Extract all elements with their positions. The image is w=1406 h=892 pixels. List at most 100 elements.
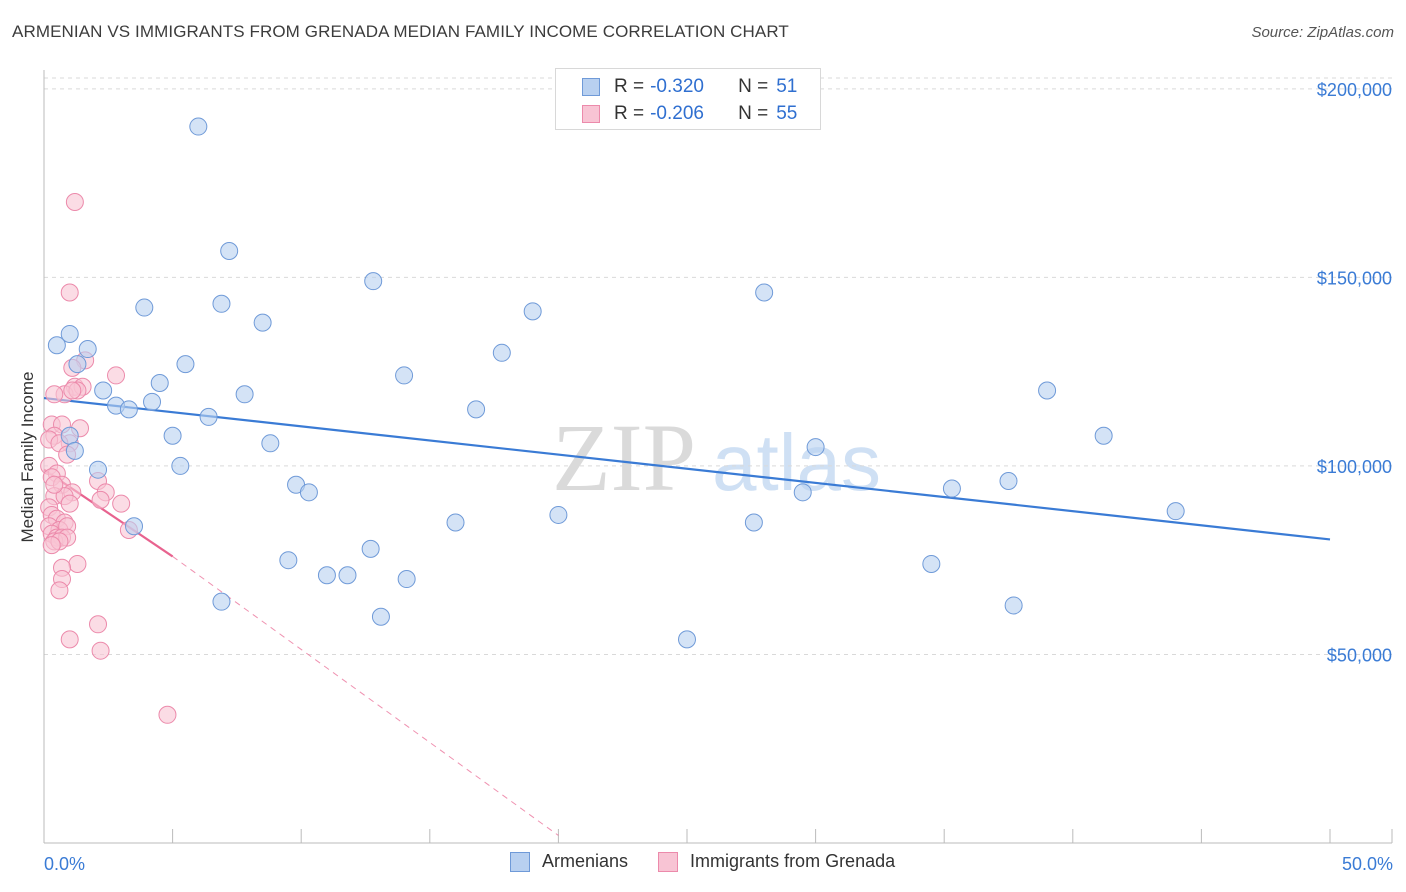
point-armenians: [446, 513, 465, 532]
x-tick-label-min: 0.0%: [44, 854, 85, 874]
legend-swatch-pink: [582, 105, 600, 123]
legend-n-label: N =: [738, 103, 769, 124]
point-armenians: [397, 570, 416, 589]
point-armenians: [793, 483, 812, 502]
point-armenians: [253, 313, 272, 332]
point-armenians: [65, 441, 84, 460]
point-grenada: [45, 475, 64, 494]
point-armenians: [523, 302, 542, 321]
point-grenada: [68, 554, 87, 573]
point-armenians: [467, 400, 486, 419]
point-grenada: [50, 581, 69, 600]
point-armenians: [395, 366, 414, 385]
point-grenada: [158, 705, 177, 724]
point-armenians: [806, 438, 825, 457]
point-armenians: [492, 343, 511, 362]
series-legend: Armenians Immigrants from Grenada: [510, 851, 925, 872]
point-grenada: [89, 615, 108, 634]
point-armenians: [1166, 502, 1185, 521]
point-armenians: [171, 456, 190, 475]
legend-n-value: 55: [776, 103, 798, 124]
legend-item-armenians: Armenians: [510, 851, 628, 872]
point-armenians: [1004, 596, 1023, 615]
trend-line-grenada: [172, 556, 559, 836]
point-grenada: [45, 385, 64, 404]
legend-r-value: -0.320: [650, 76, 704, 97]
point-grenada: [107, 366, 126, 385]
source-label: Source: ZipAtlas.com: [1251, 24, 1394, 41]
series-grenada: [40, 192, 177, 724]
point-armenians: [922, 554, 941, 573]
point-armenians: [299, 483, 318, 502]
point-armenians: [942, 479, 961, 498]
legend-row-armenians: R = -0.320 N = 51: [556, 74, 797, 100]
legend-n-value: 51: [776, 76, 798, 97]
y-tick-label: $150,000: [1317, 268, 1392, 288]
point-armenians: [47, 336, 66, 355]
grid: [44, 77, 1392, 655]
point-armenians: [119, 400, 138, 419]
point-armenians: [338, 566, 357, 585]
point-armenians: [68, 355, 87, 374]
legend-r-label: R =: [614, 103, 645, 124]
axes: [43, 70, 1393, 844]
point-armenians: [744, 513, 763, 532]
y-tick-label: $50,000: [1327, 645, 1392, 665]
point-armenians: [1094, 426, 1113, 445]
point-armenians: [235, 385, 254, 404]
legend-r-label: R =: [614, 76, 645, 97]
point-armenians: [678, 630, 696, 649]
point-armenians: [150, 373, 169, 392]
point-grenada: [60, 494, 79, 513]
point-armenians: [89, 460, 108, 479]
point-armenians: [261, 434, 280, 453]
point-armenians: [364, 272, 383, 291]
point-grenada: [60, 283, 79, 302]
legend-swatch-pink: [658, 851, 679, 872]
point-grenada: [60, 630, 79, 649]
legend-row-grenada: R = -0.206 N = 55: [556, 101, 797, 127]
trend-line-armenians: [43, 396, 1331, 541]
point-armenians: [176, 355, 195, 374]
point-armenians: [94, 381, 113, 400]
point-grenada: [42, 536, 61, 555]
point-grenada: [91, 490, 110, 509]
point-armenians: [212, 592, 231, 611]
point-armenians: [999, 472, 1018, 491]
point-armenians: [143, 392, 162, 411]
legend-label-grenada: Immigrants from Grenada: [690, 851, 896, 871]
point-grenada: [63, 381, 82, 400]
point-armenians: [279, 551, 298, 570]
legend-item-grenada: Immigrants from Grenada: [658, 851, 895, 872]
point-armenians: [755, 283, 774, 302]
point-armenians: [60, 324, 79, 343]
watermark-zip: ZIP: [552, 404, 696, 511]
watermark: ZIP atlas: [552, 404, 881, 511]
point-armenians: [549, 505, 568, 524]
point-armenians: [1038, 381, 1057, 400]
y-tick-label: $200,000: [1317, 80, 1392, 100]
legend-n-label: N =: [738, 76, 769, 97]
point-armenians: [317, 566, 336, 585]
chart-title: ARMENIAN VS IMMIGRANTS FROM GRENADA MEDI…: [12, 22, 789, 41]
point-grenada: [65, 192, 84, 211]
legend-label-armenians: Armenians: [542, 851, 629, 871]
axis-labels: $50,000 $100,000 $150,000 $200,000 0.0% 50.0%…: [18, 80, 1393, 874]
point-grenada: [91, 641, 110, 660]
legend-r-value: -0.206: [650, 103, 704, 124]
x-tick-label-max: 50.0%: [1342, 854, 1393, 874]
y-tick-label: $100,000: [1317, 457, 1392, 477]
point-grenada: [112, 494, 131, 513]
point-armenians: [189, 117, 208, 136]
point-armenians: [78, 340, 97, 359]
point-armenians: [361, 539, 380, 558]
point-armenians: [199, 407, 218, 426]
point-armenians: [135, 298, 154, 317]
series-armenians: [47, 117, 1185, 649]
legend-swatch-blue: [582, 78, 600, 96]
point-armenians: [60, 426, 79, 445]
point-armenians: [220, 241, 239, 260]
y-axis-title: Median Family Income: [18, 371, 37, 542]
